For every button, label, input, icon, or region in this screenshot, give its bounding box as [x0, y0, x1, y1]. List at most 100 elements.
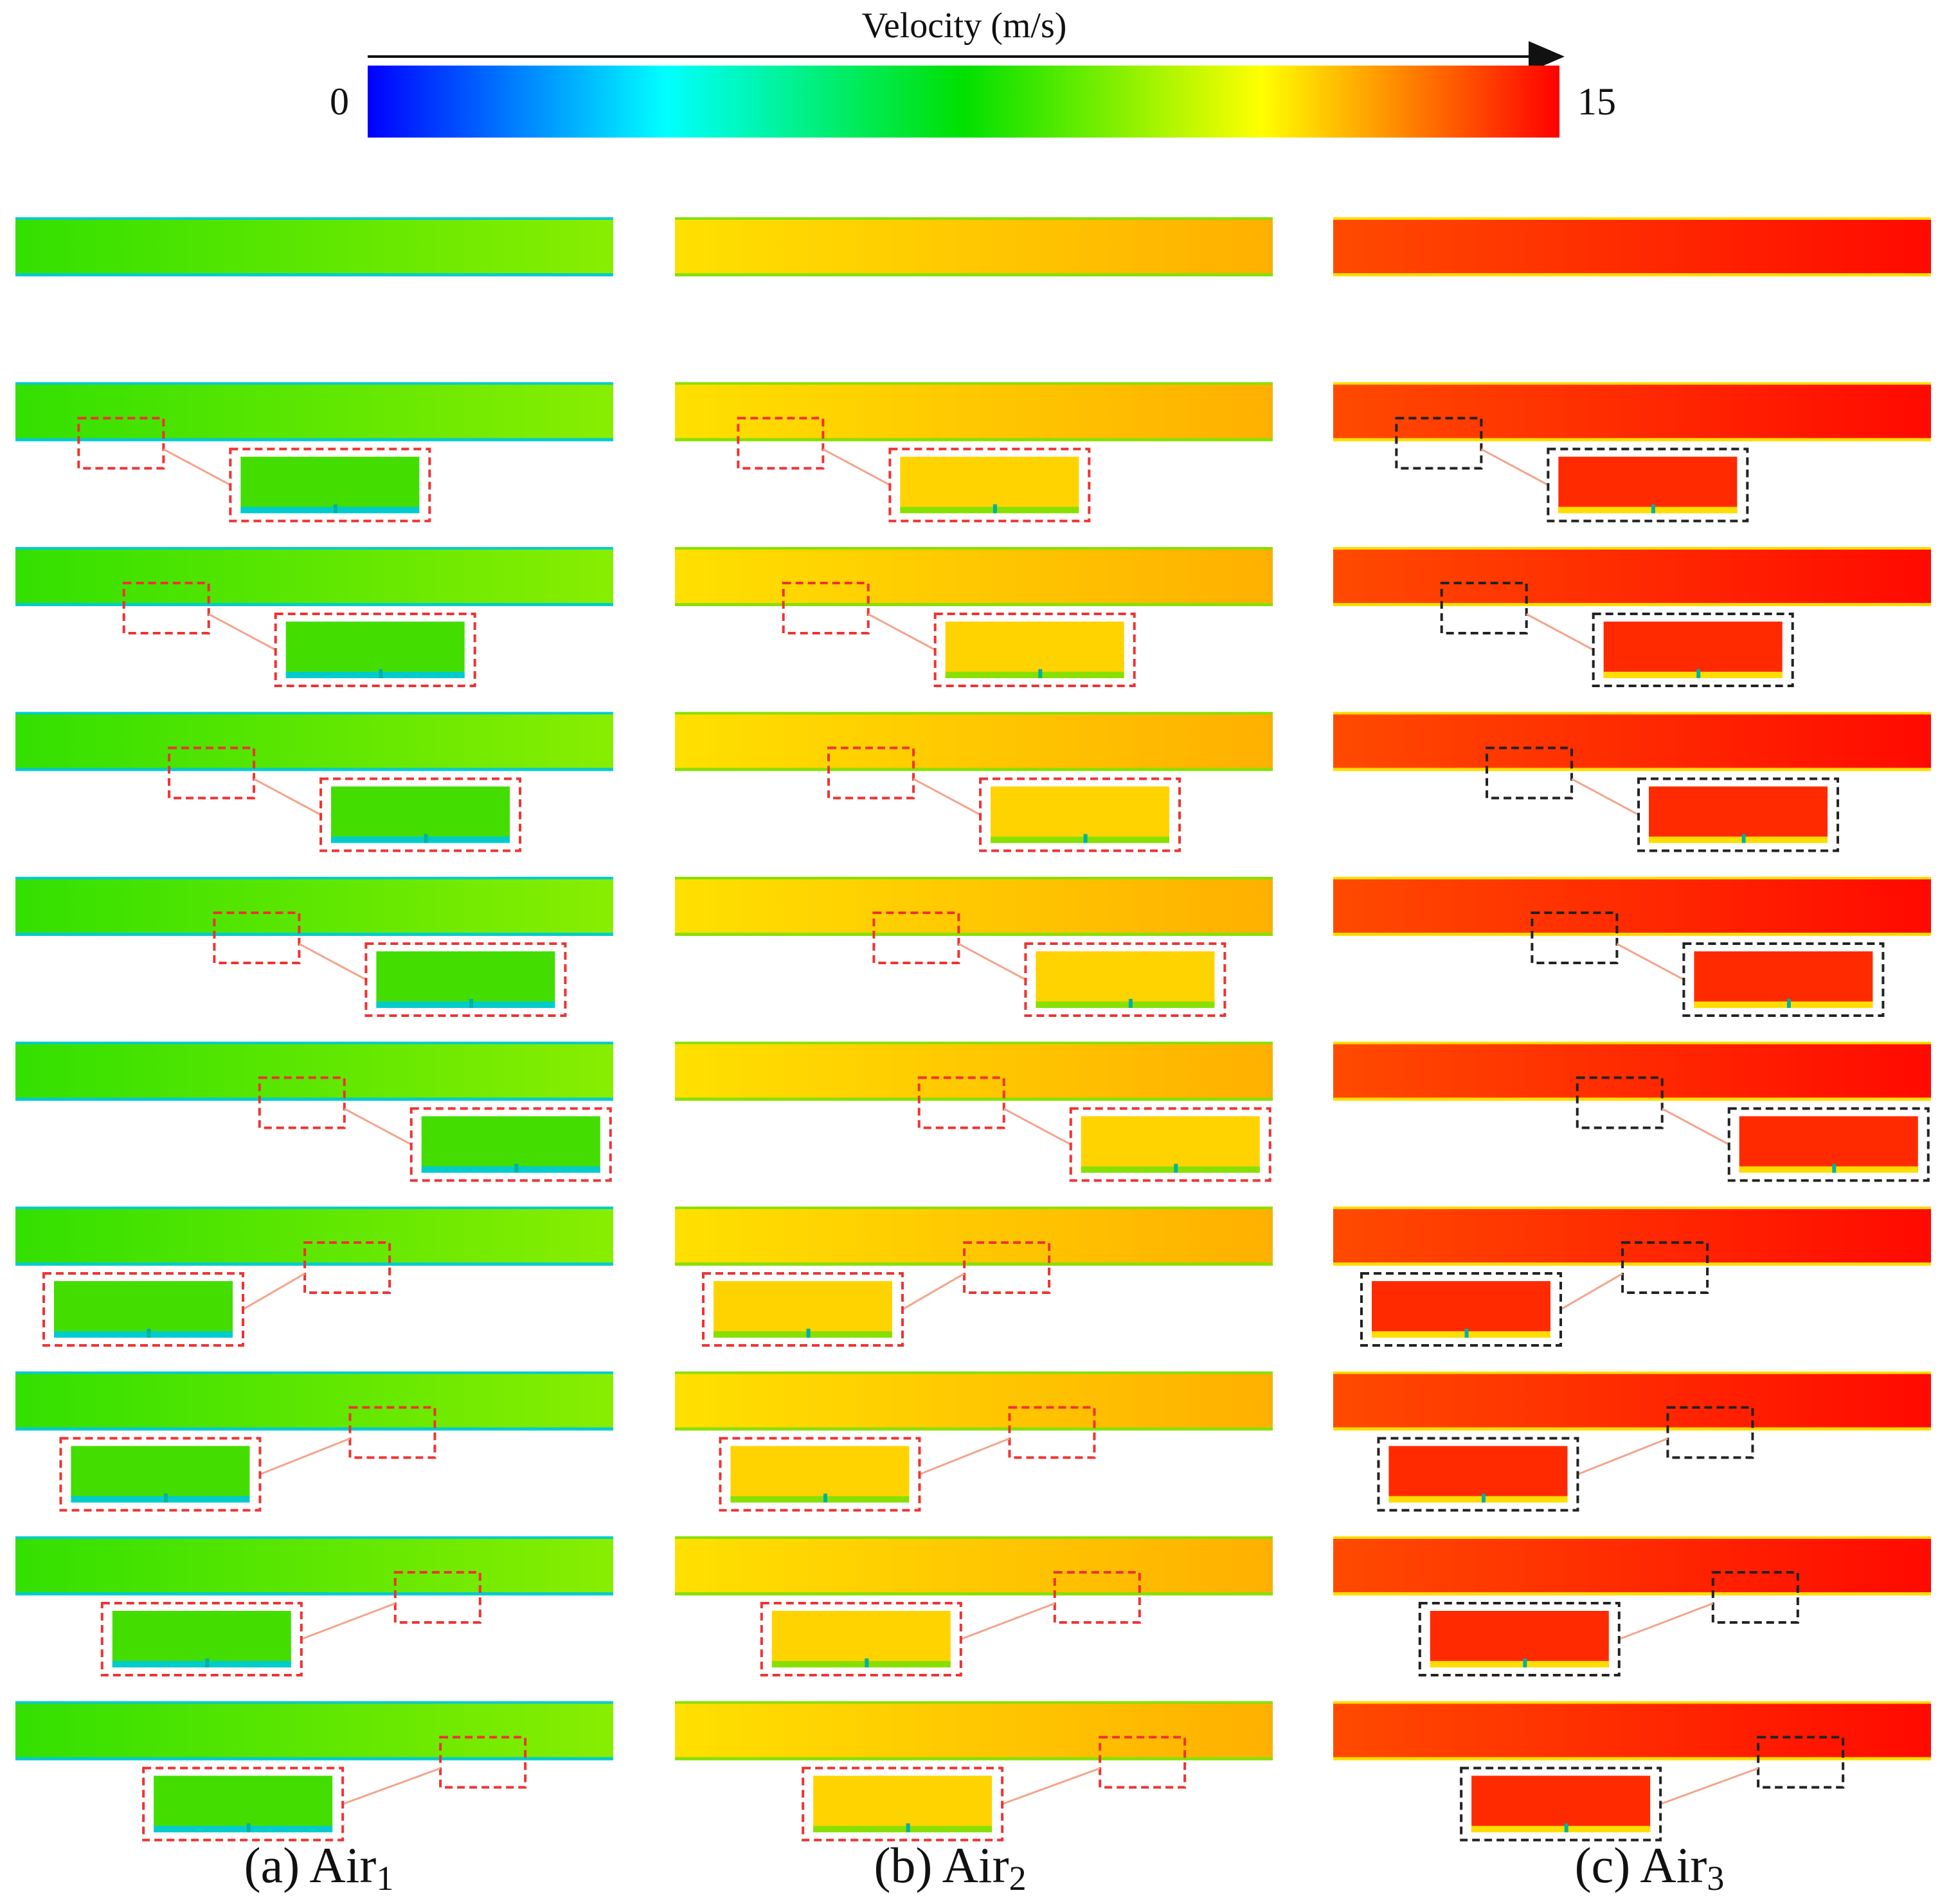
panel-a-row-8: [15, 1371, 613, 1512]
panel-caption-b: (b) Air2: [874, 1837, 1026, 1898]
zoom-connector: [1560, 1273, 1623, 1311]
duct-wall-bottom: [675, 1097, 1273, 1101]
zoom-connector: [298, 943, 367, 981]
zoom-inset-probe: [992, 504, 997, 514]
zoom-inset-probe: [1741, 834, 1746, 843]
duct-wall-bottom: [1333, 273, 1931, 276]
panel-a-row-9: [15, 1536, 613, 1676]
duct-wall-top: [1333, 547, 1931, 550]
zoom-inset-wall: [1603, 672, 1783, 678]
probe-region-frame: [1531, 912, 1619, 964]
duct-wall-bottom: [675, 438, 1273, 442]
panel-caption-b-text: (b) Air: [874, 1837, 1009, 1893]
zoom-inset-probe: [1651, 504, 1655, 514]
zoom-connector: [1525, 613, 1594, 651]
duct-strip: [675, 547, 1273, 606]
zoom-inset-wall: [714, 1331, 892, 1338]
zoom-inset-probe: [1564, 1823, 1568, 1833]
duct-wall-top: [675, 1041, 1273, 1045]
zoom-inset-wall: [1372, 1331, 1550, 1338]
panel-column-a: [15, 217, 613, 1842]
zoom-inset-probe: [1083, 834, 1088, 843]
panel-a-row-1: [15, 217, 613, 276]
duct-wall-bottom: [1333, 1262, 1931, 1266]
panel-a-row-7: [15, 1207, 613, 1347]
duct-wall-top: [15, 1371, 613, 1374]
duct-strip: [675, 1371, 1273, 1431]
panel-c-row-3: [1333, 547, 1931, 687]
zoom-inset-field: [1388, 1446, 1568, 1503]
duct-wall-bottom: [1333, 438, 1931, 442]
probe-region-frame: [1621, 1241, 1709, 1294]
duct-wall-top: [675, 1207, 1273, 1209]
duct-wall-top: [675, 547, 1273, 550]
duct-wall-bottom: [675, 933, 1273, 936]
panel-caption-a: (a) Air1: [244, 1837, 394, 1898]
panel-caption-c: (c) Air3: [1575, 1837, 1725, 1898]
zoom-inset-field: [1558, 456, 1738, 514]
zoom-inset-wall: [991, 836, 1170, 843]
duct-wall-top: [1333, 1041, 1931, 1045]
zoom-inset-field: [1649, 786, 1828, 843]
probe-region-frame: [1440, 582, 1528, 634]
duct-wall-top: [1333, 382, 1931, 385]
panel-b-row-10: [675, 1701, 1273, 1842]
probe-region-frame: [303, 1241, 391, 1294]
duct-wall-bottom: [1333, 1757, 1931, 1761]
duct-wall-bottom: [1333, 768, 1931, 771]
duct-wall-top: [15, 217, 613, 220]
panel-b-row-5: [675, 877, 1273, 1017]
zoom-inset-probe: [806, 1329, 811, 1338]
zoom-inset-field: [1694, 951, 1873, 1008]
duct-strip: [15, 382, 613, 442]
zoom-connector: [1480, 448, 1549, 486]
panel-column-c: [1333, 217, 1931, 1842]
duct-wall-bottom: [675, 1757, 1273, 1761]
zoom-inset-wall: [112, 1661, 291, 1667]
zoom-connector: [242, 1273, 305, 1311]
zoom-connector: [960, 1602, 1055, 1640]
probe-region-frame: [1757, 1736, 1845, 1789]
duct-strip: [15, 1041, 613, 1101]
zoom-inset-probe: [147, 1329, 151, 1338]
zoom-inset-wall: [900, 507, 1079, 514]
duct-strip: [675, 712, 1273, 771]
zoom-inset-field: [813, 1775, 992, 1833]
duct-wall-bottom: [675, 1262, 1273, 1266]
duct-strip: [15, 877, 613, 936]
zoom-connector: [1619, 1602, 1714, 1640]
zoom-inset-field: [945, 622, 1124, 678]
zoom-connector: [1577, 1437, 1669, 1475]
zoom-connector: [342, 1767, 441, 1805]
panel-b-row-1: [675, 217, 1273, 276]
probe-region-frame: [1395, 417, 1483, 470]
zoom-inset-field: [331, 786, 510, 843]
zoom-inset-wall: [1739, 1166, 1918, 1173]
zoom-inset-probe: [865, 1658, 869, 1667]
duct-strip: [1333, 1371, 1931, 1431]
zoom-inset-probe: [246, 1823, 251, 1833]
zoom-connector: [208, 613, 276, 651]
colorbar-min-label: 0: [330, 80, 349, 123]
zoom-inset-field: [900, 456, 1079, 514]
panel-c-row-4: [1333, 712, 1931, 852]
duct-wall-bottom: [675, 1427, 1273, 1431]
duct-strip: [675, 217, 1273, 276]
zoom-inset-field: [730, 1446, 910, 1503]
zoom-inset-probe: [205, 1658, 210, 1667]
zoom-connector: [253, 778, 321, 816]
zoom-inset-wall: [730, 1496, 910, 1503]
duct-wall-top: [1333, 1701, 1931, 1704]
duct-wall-bottom: [1333, 1592, 1931, 1595]
panel-c-row-6: [1333, 1041, 1931, 1182]
zoom-inset-field: [1739, 1116, 1918, 1173]
panel-caption-b-subscript: 2: [1009, 1859, 1027, 1898]
zoom-connector: [958, 943, 1027, 981]
zoom-connector: [902, 1273, 965, 1311]
probe-region-frame: [1008, 1406, 1096, 1459]
panel-a-row-4: [15, 712, 613, 852]
zoom-inset-field: [421, 1116, 600, 1173]
probe-region-frame: [1666, 1406, 1754, 1459]
duct-wall-top: [15, 1207, 613, 1209]
zoom-inset-probe: [1786, 999, 1791, 1008]
